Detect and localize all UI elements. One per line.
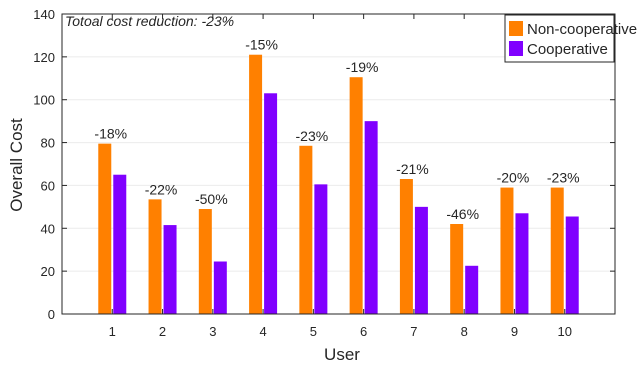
bar-labels: -18% -22% -50% -15% -23% -19% -21% -46% -20% -23% bbox=[94, 37, 579, 222]
legend-label-noncoop: Non-cooperative bbox=[527, 21, 637, 38]
x-tick-label-8: 9 bbox=[511, 324, 518, 339]
x-tick-label-9: 10 bbox=[557, 324, 571, 339]
bar-noncoop-user-2 bbox=[148, 199, 162, 314]
bar-coop-user-2 bbox=[163, 225, 177, 314]
bar-label-user-1: -18% bbox=[94, 126, 127, 142]
y-tick-label-2: 40 bbox=[41, 221, 55, 236]
x-tick-label-1: 2 bbox=[159, 324, 166, 339]
legend: Non-cooperative Cooperative bbox=[504, 14, 637, 63]
bar-noncoop-user-3 bbox=[198, 209, 212, 314]
y-axis-label: Overall Cost bbox=[7, 118, 26, 212]
bar-label-user-6: -19% bbox=[346, 59, 379, 75]
bar-noncoop-user-9 bbox=[500, 187, 514, 314]
bar-noncoop-user-6 bbox=[349, 77, 363, 314]
legend-swatch-coop bbox=[509, 41, 523, 56]
y-tick-label-0: 0 bbox=[48, 307, 55, 322]
y-tick-label-3: 60 bbox=[41, 178, 55, 193]
bar-label-user-3: -50% bbox=[195, 191, 228, 207]
x-tick-label-5: 6 bbox=[360, 324, 367, 339]
bar-coop-user-9 bbox=[515, 213, 529, 314]
bar-label-user-2: -22% bbox=[145, 181, 178, 197]
bar-coop-user-3 bbox=[213, 261, 227, 314]
y-tick-label-6: 120 bbox=[33, 50, 55, 65]
x-tick-label-7: 8 bbox=[461, 324, 468, 339]
bar-coop-user-8 bbox=[465, 265, 479, 314]
x-tick-label-3: 4 bbox=[259, 324, 266, 339]
bar-noncoop-user-8 bbox=[450, 224, 464, 314]
bar-coop-user-6 bbox=[364, 121, 378, 315]
bar-noncoop-user-7 bbox=[399, 179, 413, 314]
grid-lines bbox=[62, 56, 615, 272]
x-tick-label-0: 1 bbox=[109, 324, 116, 339]
y-tick-label-1: 20 bbox=[41, 264, 55, 279]
plot-box bbox=[61, 13, 616, 315]
axes bbox=[61, 13, 616, 315]
bar-noncoop-user-5 bbox=[299, 145, 313, 314]
legend-box bbox=[504, 14, 615, 63]
y-tick-label-5: 100 bbox=[33, 93, 55, 108]
bar-label-user-10: -23% bbox=[547, 170, 580, 186]
bar-coop-user-7 bbox=[414, 206, 428, 314]
bar-coop-user-5 bbox=[314, 184, 328, 314]
total-reduction-annotation: Totoal cost reduction: -23% bbox=[65, 13, 234, 29]
x-tick-label-6: 7 bbox=[410, 324, 417, 339]
x-tick-label-2: 3 bbox=[209, 324, 216, 339]
bar-label-user-7: -21% bbox=[396, 161, 429, 177]
x-axis-label: User bbox=[324, 345, 360, 364]
bar-noncoop-user-4 bbox=[249, 54, 263, 314]
bar-label-user-4: -15% bbox=[245, 37, 278, 53]
y-tick-label-4: 80 bbox=[41, 136, 55, 151]
x-tick-label-4: 5 bbox=[310, 324, 317, 339]
bar-noncoop-user-10 bbox=[550, 187, 564, 314]
legend-label-coop: Cooperative bbox=[527, 41, 608, 58]
bar-coop-user-1 bbox=[113, 174, 127, 314]
bar-label-user-8: -46% bbox=[446, 206, 479, 222]
tick-labels: 0 20 40 60 80 100 120 140 1 2 3 4 5 6 7 8 9 10 bbox=[33, 7, 572, 339]
bar-coop-user-10 bbox=[565, 216, 579, 314]
y-tick-label-7: 140 bbox=[33, 7, 55, 22]
bar-label-user-9: -20% bbox=[497, 170, 530, 186]
bar-noncoop-user-1 bbox=[98, 143, 112, 314]
bar-label-user-5: -23% bbox=[296, 128, 329, 144]
legend-swatch-noncoop bbox=[509, 21, 523, 36]
bar-coop-user-4 bbox=[264, 93, 278, 315]
bars bbox=[98, 54, 579, 315]
